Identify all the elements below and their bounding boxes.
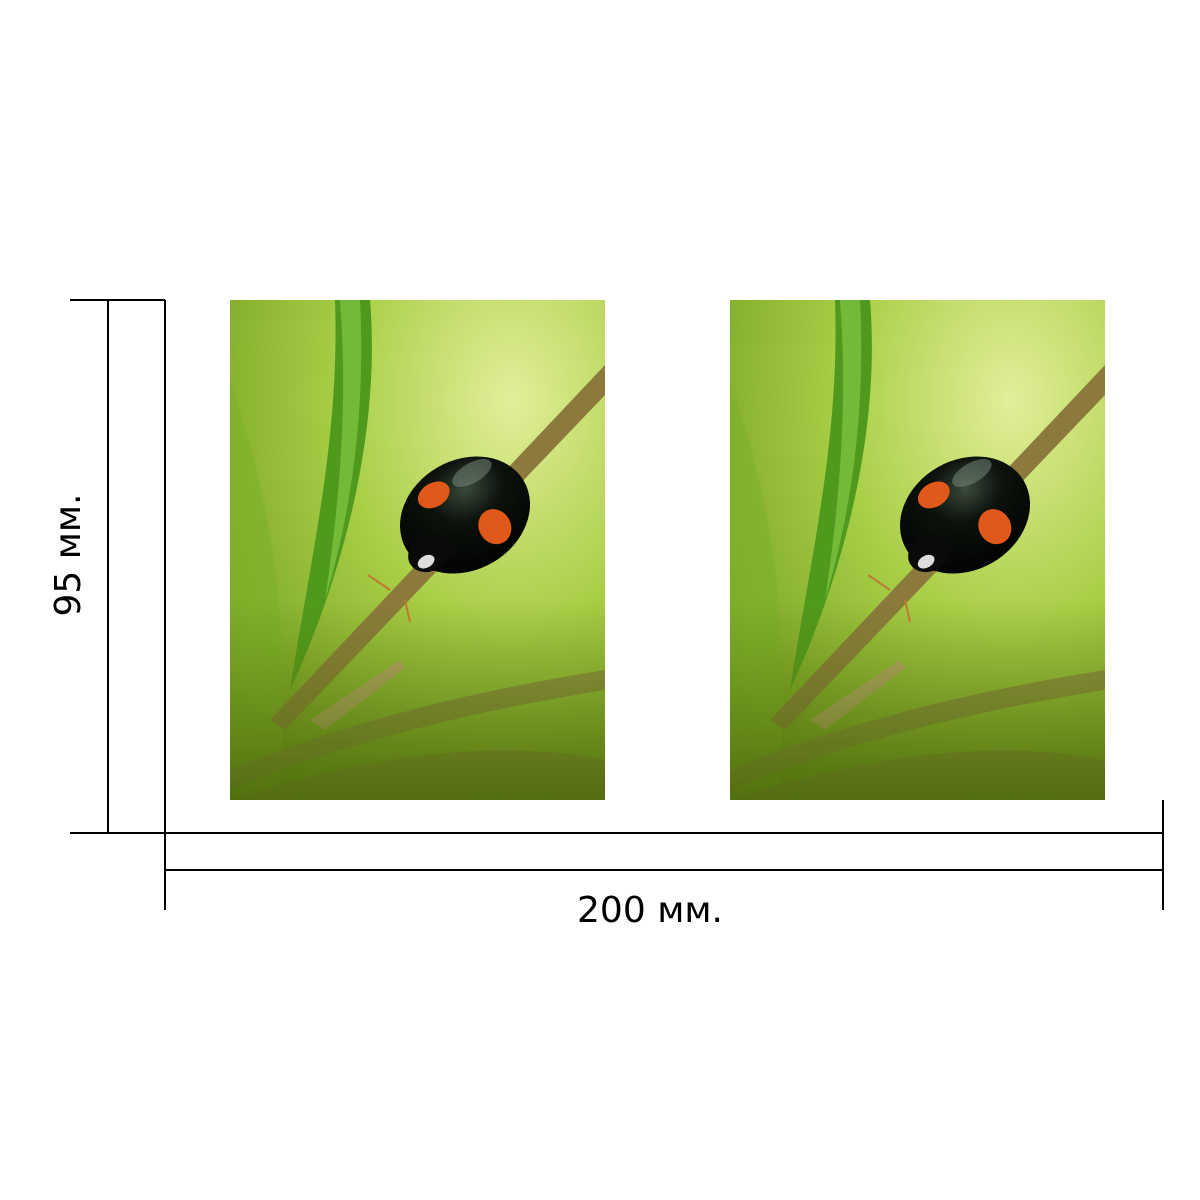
product-image [730, 300, 1105, 800]
height-label: 95 мм. [48, 493, 89, 616]
product-image [230, 300, 605, 800]
width-dimension: 200 мм. [164, 800, 1164, 931]
width-label: 200 мм. [577, 890, 723, 931]
height-dimension: 95 мм. [48, 299, 166, 834]
